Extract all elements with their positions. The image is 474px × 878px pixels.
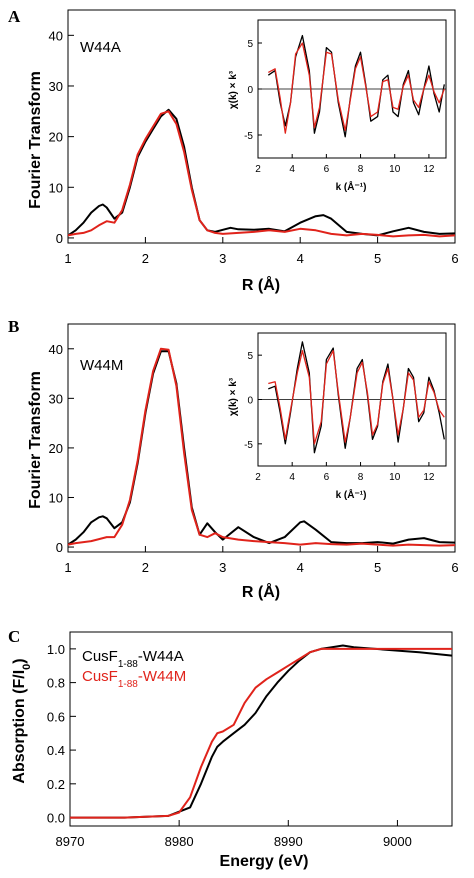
panel-a-y-axis-title: Fourier Transform (27, 71, 44, 209)
panel-a-inset-y-tick-label: 5 (247, 39, 253, 50)
panel-c-y-tick-label: 0.8 (47, 676, 65, 691)
panel-a-inset-x-title: k (Å⁻¹) (336, 180, 367, 193)
legend-w44m-suffix: -W44M (138, 668, 186, 685)
panel-b-inset-x-tick-label: 8 (358, 472, 364, 483)
panel-b-x-axis-title: R (Å) (242, 582, 280, 601)
panel-b-inset-y-tick-label: 5 (247, 351, 253, 362)
panel-b-y-axis-title: Fourier Transform (27, 371, 44, 509)
panel-c-x-axis-title: Energy (eV) (220, 853, 309, 870)
panel-a-y-tick-label: 30 (49, 79, 63, 94)
panel-c-y-tick-label: 0.0 (47, 811, 65, 826)
panel-a-x-tick-label: 4 (297, 251, 304, 266)
panel-b-x-tick-label: 3 (219, 560, 226, 575)
panel-a-inset-x-tick-label: 10 (389, 164, 401, 175)
panel-a: A Fourier Transform R (Å) 1 2 3 4 5 601020304… (8, 7, 459, 294)
panel-a-inset-y-tick-label: -5 (244, 131, 253, 142)
panel-c-y-axis-title-close: ) (11, 658, 28, 663)
panel-a-x-tick-label: 2 (142, 251, 149, 266)
panel-c-x-tick-label: 9000 (383, 834, 412, 849)
panel-b: B Fourier Transform R (Å) 1 2 3 4 5 601020304… (8, 317, 459, 601)
panel-letter-a: A (8, 7, 21, 26)
panel-c-y-axis-title-sub: 0 (21, 664, 33, 670)
panel-c-series-black-line (70, 644, 453, 819)
panel-b-y-tick-label: 30 (49, 391, 63, 406)
panel-a-y-tick-label: 20 (49, 130, 63, 145)
panel-a-series-red-line (67, 110, 456, 238)
panel-a-inset-y-tick-label: 0 (247, 85, 253, 96)
panel-b-sample-label: W44M (80, 357, 123, 374)
panel-b-y-tick-label: 10 (49, 490, 63, 505)
panel-b-x-tick-label: 4 (297, 560, 304, 575)
panel-c-series-red-line (70, 647, 452, 819)
panel-a-x-tick-label: 6 (451, 251, 458, 266)
legend-entry-w44a: CusF1-88-W44A (82, 648, 184, 670)
panel-letter-c: C (8, 627, 20, 646)
panel-b-inset: 2 4 6 8 10 12 -5 0 5 (244, 332, 447, 483)
panel-b-y-tick-label: 20 (49, 441, 63, 456)
panel-b-inset-series-red-line (268, 350, 445, 445)
panel-b-inset-x-tick-label: 10 (389, 472, 401, 483)
panel-c-y-tick-label: 0.6 (47, 709, 65, 724)
panel-b-y-tick-label: 0 (56, 540, 63, 555)
panel-a-x-axis-title: R (Å) (242, 275, 280, 294)
panel-a-y-tick-label: 0 (56, 231, 63, 246)
legend-w44m-sub: 1-88 (118, 679, 138, 690)
panel-b-inset-series-black-line (268, 341, 445, 454)
panel-b-series-red-line (67, 347, 456, 547)
panel-c-y-tick-label: 1.0 (47, 642, 65, 657)
panel-b-inset-x-tick-label: 12 (423, 472, 435, 483)
legend-w44a-sub: 1-88 (118, 659, 138, 670)
panel-a-inset-y-title: χ(k) × k³ (228, 70, 239, 109)
legend-w44a-suffix: -W44A (138, 648, 184, 665)
panel-a-y-tick-label: 40 (49, 28, 63, 43)
panel-b-x-tick-label: 6 (451, 560, 458, 575)
panel-a-inset-series-red-line (267, 42, 445, 134)
panel-a-x-tick-label: 5 (374, 251, 381, 266)
legend-entry-w44m: CusF1-88-W44M (82, 668, 186, 690)
panel-b-frame (67, 323, 456, 553)
panel-c-frame (69, 631, 453, 827)
panel-c-x-tick-label: 8970 (56, 834, 85, 849)
panel-c-y-axis-title: Absorption (F/I0) (11, 658, 33, 783)
panel-b-inset-y-tick-label: -5 (244, 440, 253, 451)
panel-b-x-tick-label: 5 (374, 560, 381, 575)
panel-a-inset-x-tick-label: 2 (255, 164, 261, 175)
panel-c-plot: 8970 8980 8990 9000 0.0 0.2 0.4 0.6 0.8 1.0 (47, 631, 453, 849)
panel-a-inset-x-tick-label: 12 (423, 164, 435, 175)
panel-b-inset-x-title: k (Å⁻¹) (336, 488, 367, 501)
panel-a-inset-x-tick-label: 8 (358, 164, 364, 175)
panel-c-y-axis-title-main: Absorption (F/I (11, 670, 28, 784)
panel-b-x-tick-label: 1 (64, 560, 71, 575)
panel-c-y-tick-label: 0.4 (47, 743, 65, 758)
panel-a-x-tick-label: 1 (64, 251, 71, 266)
panel-a-inset-series-black-line (267, 34, 445, 138)
panel-b-y-tick-label: 40 (49, 342, 63, 357)
panel-b-inset-x-tick-label: 2 (255, 472, 261, 483)
panel-b-inset-y-tick-label: 0 (247, 396, 253, 407)
panel-letter-b: B (8, 317, 19, 336)
legend-w44a-prefix: CusF (82, 648, 118, 665)
panel-a-inset-x-tick-label: 4 (289, 164, 295, 175)
panel-c-x-tick-label: 8980 (165, 834, 194, 849)
panel-a-frame (67, 9, 456, 244)
panel-c: C Absorption (F/I0) Energy (eV) 8970 8980… (8, 627, 453, 870)
legend-w44m-prefix: CusF (82, 668, 118, 685)
panel-c-y-tick-label: 0.2 (47, 777, 65, 792)
panel-a-sample-label: W44A (80, 39, 121, 56)
panel-a-x-tick-label: 3 (219, 251, 226, 266)
panel-b-inset-x-tick-label: 4 (289, 472, 295, 483)
panel-b-inset-x-tick-label: 6 (324, 472, 330, 483)
panel-b-inset-y-title: χ(k) × k³ (228, 377, 239, 416)
panel-a-inset: 2 4 6 8 10 12 -5 0 5 (244, 19, 447, 175)
panel-c-x-tick-label: 8990 (274, 834, 303, 849)
panel-b-x-tick-label: 2 (142, 560, 149, 575)
panel-a-inset-x-tick-label: 6 (324, 164, 330, 175)
panel-a-y-tick-label: 10 (49, 180, 63, 195)
